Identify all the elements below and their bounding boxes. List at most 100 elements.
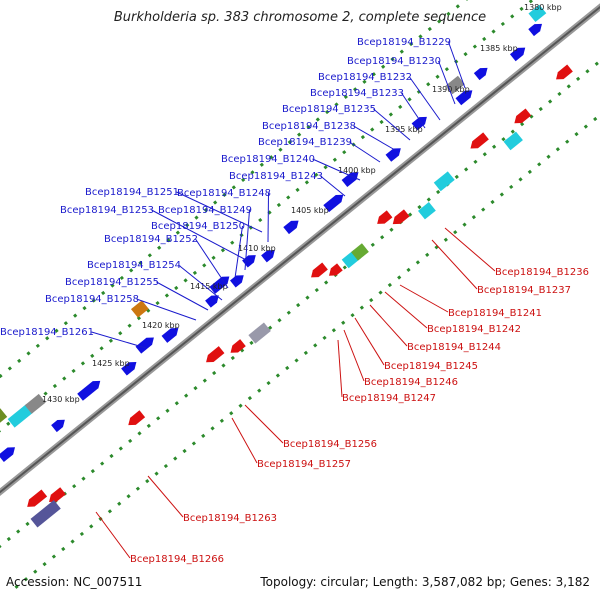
forward-gene-arrow <box>341 172 359 187</box>
reverse-gene-arrow <box>377 210 393 224</box>
gene-glyph-24 <box>206 346 225 363</box>
gene-label-bottom: Bcep18194_B1256 <box>283 439 377 450</box>
forward-gene-arrow <box>323 194 344 213</box>
label-leader-top <box>448 41 466 89</box>
kbp-tick-label: 1385 kbp <box>480 44 518 53</box>
label-leader-bottom <box>369 304 408 347</box>
gene-glyph-31 <box>514 108 532 124</box>
grid-ring-1 <box>0 0 469 379</box>
reverse-gene-arrow <box>206 346 225 363</box>
forward-gene-arrow <box>411 116 427 131</box>
gene-box <box>528 4 547 23</box>
gene-box <box>24 393 46 414</box>
gene-glyph-23 <box>128 410 146 426</box>
forward-gene-arrow <box>121 361 137 376</box>
gene-glyph-3 <box>77 380 101 401</box>
label-leader-top <box>178 264 223 301</box>
label-leader-bottom <box>384 291 428 329</box>
gene-box <box>248 322 271 344</box>
gene-glyph-35 <box>0 408 8 427</box>
forward-gene-arrow <box>0 447 16 463</box>
gene-glyph-17 <box>455 90 473 106</box>
gene-label-top: Bcep18194_B1251 <box>85 187 179 198</box>
gene-box <box>130 300 149 318</box>
gene-label-top: Bcep18194_B1250 <box>151 221 245 232</box>
grid-ring-4 <box>14 113 600 589</box>
gene-label-bottom: Bcep18194_B1247 <box>342 393 436 404</box>
gene-label-bottom: Bcep18194_B1244 <box>407 342 501 353</box>
reverse-gene-arrow <box>230 339 246 353</box>
grid-ring-3 <box>0 59 600 549</box>
forward-gene-arrow <box>230 275 244 288</box>
gene-glyph-29 <box>392 209 410 225</box>
label-leader-top <box>373 108 411 141</box>
forward-gene-arrow <box>77 380 101 401</box>
gene-glyph-45 <box>528 4 547 23</box>
label-leader-bottom <box>444 227 496 272</box>
label-leader-top <box>244 209 250 271</box>
kbp-tick-label: 1400 kbp <box>338 166 376 175</box>
label-leader-top <box>156 281 209 311</box>
forward-gene-arrow <box>509 47 526 62</box>
forward-gene-arrow <box>51 419 65 433</box>
gene-glyph-8 <box>209 276 230 294</box>
gene-label-top: Bcep18194_B1249 <box>158 205 252 216</box>
gene-box <box>0 408 8 427</box>
gene-box <box>445 75 465 95</box>
backbone-line <box>0 5 600 494</box>
kbp-tick-label: 1395 kbp <box>385 125 423 134</box>
gene-glyph-4 <box>121 361 137 376</box>
map-title: Burkholderia sp. 383 chromosome 2, compl… <box>113 10 487 25</box>
gene-label-bottom: Bcep18194_B1236 <box>495 267 589 278</box>
gene-glyph-2 <box>51 419 65 433</box>
kbp-tick-label: 1380 kbp <box>524 3 562 12</box>
gene-label-bottom: Bcep18194_B1266 <box>130 554 224 565</box>
gene-glyph-18 <box>473 67 488 81</box>
gene-label-bottom: Bcep18194_B1257 <box>257 459 351 470</box>
gene-label-top: Bcep18194_B1238 <box>262 121 356 132</box>
gene-label-bottom: Bcep18194_B1263 <box>183 513 277 524</box>
gene-glyph-28 <box>377 210 393 224</box>
gene-glyph-40 <box>351 243 369 261</box>
gene-glyph-33 <box>7 403 34 428</box>
gene-glyph-9 <box>230 275 244 288</box>
gene-glyph-41 <box>417 202 436 220</box>
label-leader-top <box>151 209 251 263</box>
gene-label-bottom: Bcep18194_B1242 <box>427 324 521 335</box>
gene-label-top: Bcep18194_B1233 <box>310 88 404 99</box>
label-leader-top <box>401 92 426 129</box>
gene-label-top: Bcep18194_B1261 <box>0 327 94 338</box>
gene-glyph-44 <box>503 131 523 151</box>
label-leader-top <box>195 238 229 289</box>
label-leader-top <box>438 60 456 105</box>
label-leader-top <box>349 141 381 163</box>
gene-glyph-32 <box>556 64 573 80</box>
label-leader-bottom <box>244 404 284 444</box>
kbp-tick-label: 1420 kbp <box>142 321 180 330</box>
reverse-gene-arrow <box>27 489 48 507</box>
gene-label-top: Bcep18194_B1235 <box>282 104 376 115</box>
gene-box <box>417 202 436 220</box>
label-leader-top <box>267 192 269 243</box>
gene-box <box>433 171 455 192</box>
gene-glyph-27 <box>328 263 343 276</box>
gene-box <box>351 243 369 261</box>
forward-gene-arrow <box>283 220 299 235</box>
gene-glyph-37 <box>130 300 149 318</box>
label-leader-top <box>234 225 243 279</box>
gene-label-bottom: Bcep18194_B1246 <box>364 377 458 388</box>
gene-label-top: Bcep18194_B1248 <box>177 188 271 199</box>
accession-label: Accession: NC_007511 <box>6 575 143 589</box>
topology-label: Topology: circular; Length: 3,587,082 bp… <box>260 575 590 589</box>
label-leader-top <box>91 331 147 349</box>
reverse-gene-arrow <box>311 262 328 278</box>
gene-label-bottom: Bcep18194_B1237 <box>477 285 571 296</box>
reverse-gene-arrow <box>128 410 146 426</box>
gene-glyph-19 <box>509 47 526 62</box>
reverse-gene-arrow <box>49 487 66 503</box>
gene-label-top: Bcep18194_B1239 <box>258 137 352 148</box>
gene-glyph-1 <box>0 447 16 463</box>
label-leader-bottom <box>95 511 131 559</box>
